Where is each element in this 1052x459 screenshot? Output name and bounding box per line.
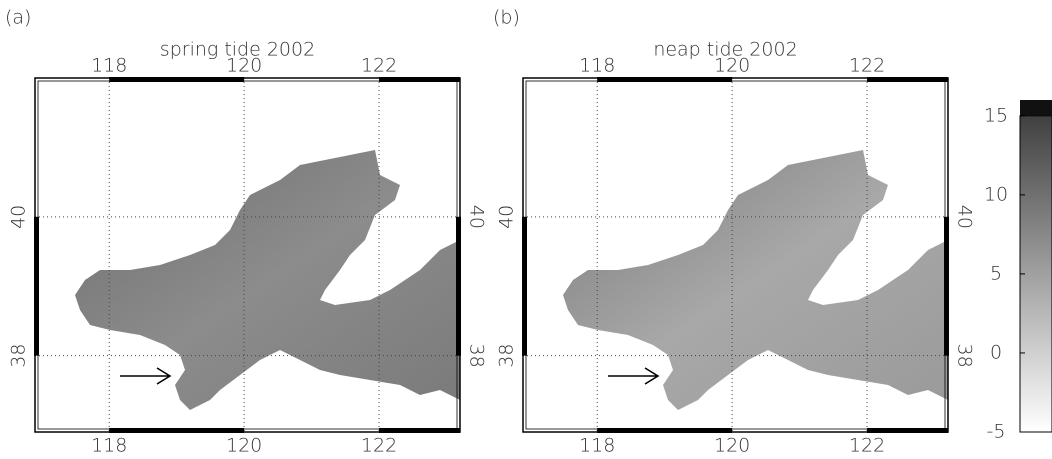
border-bar — [109, 428, 244, 433]
arrow — [120, 368, 170, 384]
panel — [563, 150, 948, 410]
x-tick-label: 120 — [226, 55, 262, 77]
panel-label: (b) — [493, 7, 520, 29]
y-tick-label: 38 — [954, 344, 976, 368]
colorbar-label: -5 — [987, 421, 1006, 443]
colorbar-label: 5 — [990, 262, 1002, 284]
x-tick-label: 122 — [361, 55, 397, 77]
panel-label: (a) — [5, 7, 31, 29]
border-bar — [379, 77, 460, 82]
border-bar — [456, 217, 461, 356]
border-bar — [597, 77, 732, 82]
x-tick-label: 118 — [91, 55, 127, 77]
x-tick-label: 118 — [91, 435, 127, 457]
border-bar — [597, 428, 732, 433]
y-tick-label: 40 — [496, 205, 518, 229]
border-bar — [379, 428, 460, 433]
x-tick-label: 118 — [579, 435, 615, 457]
x-tick-label: 120 — [714, 55, 750, 77]
figure: (a)spring tide 2002118118120120122122383… — [0, 0, 1052, 459]
border-bar — [867, 428, 948, 433]
sea-field — [563, 150, 948, 410]
colorbar-label: 0 — [990, 341, 1002, 363]
y-tick-label: 40 — [8, 205, 30, 229]
y-tick-label: 38 — [8, 344, 30, 368]
y-tick-label: 40 — [466, 205, 488, 229]
x-tick-label: 120 — [226, 435, 262, 457]
y-tick-label: 38 — [466, 344, 488, 368]
x-tick-label: 122 — [849, 55, 885, 77]
x-tick-label: 122 — [361, 435, 397, 457]
border-bar — [522, 217, 527, 356]
x-tick-label: 120 — [714, 435, 750, 457]
y-tick-label: 38 — [496, 344, 518, 368]
border-bar — [867, 77, 948, 82]
y-tick-label: 40 — [954, 205, 976, 229]
border-bar — [34, 217, 39, 356]
border-bar — [944, 217, 949, 356]
colorbar-label: 15 — [984, 104, 1008, 126]
colorbar-label: 10 — [984, 183, 1008, 205]
border-bar — [109, 77, 244, 82]
x-tick-label: 118 — [579, 55, 615, 77]
arrow — [608, 368, 658, 384]
colorbar-cap — [1020, 100, 1052, 116]
x-tick-label: 122 — [849, 435, 885, 457]
panel — [75, 150, 460, 410]
sea-field — [75, 150, 460, 410]
